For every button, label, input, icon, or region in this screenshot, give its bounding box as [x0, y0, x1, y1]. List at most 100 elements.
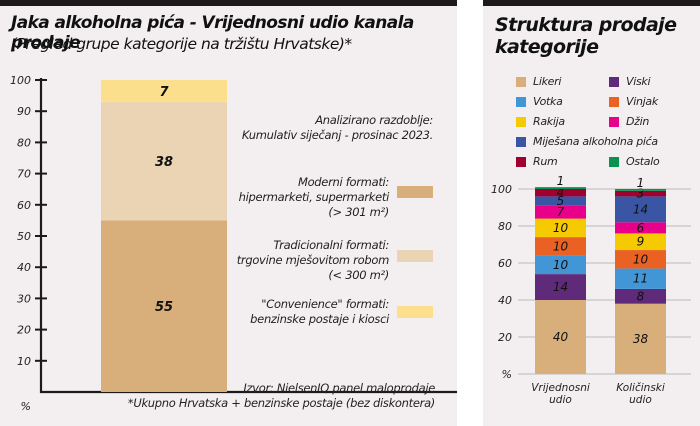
legend-swatch [609, 116, 619, 127]
bar-segment-label: 9 [637, 235, 645, 249]
legend-label: Miješana alkoholna pića [533, 135, 658, 148]
legend-swatch [516, 116, 526, 127]
bar-segment-label: 40 [553, 330, 569, 344]
bar-segment-label: 55 [155, 300, 173, 315]
bar-segment [615, 222, 666, 234]
legend-text: trgovine mješovitom robom [236, 253, 390, 267]
left-panel: Jaka alkoholna pića - Vrijednosni udio k… [0, 0, 457, 426]
bar-segment-label: 1 [637, 176, 645, 190]
bar-segment-label: 10 [553, 258, 569, 272]
legend-item: Votka [516, 95, 563, 108]
bar-segment [101, 220, 227, 392]
left-chart: 10 20 30 40 50 60 70 80 90 100% 55 38 7 [10, 74, 457, 413]
legend-swatch-traditional [397, 250, 433, 262]
legend-swatch [516, 156, 526, 167]
bar-segment-label: 11 [633, 272, 648, 286]
legend-label: Rum [533, 155, 558, 168]
y-tick-label: 100 [10, 74, 31, 87]
legend-swatch [516, 76, 526, 87]
bar-segment-label: 6 [637, 221, 645, 235]
bar-segment-label: 7 [159, 85, 169, 100]
y-tick-label: 70 [17, 168, 31, 181]
legend-text: Tradicionalni formati: [273, 238, 389, 252]
bar-segment-label: 8 [637, 289, 645, 303]
y-tick-label: 50 [17, 230, 31, 243]
legend-text: benzinske postaje i kiosci [250, 312, 389, 326]
legend-item-convenience: "Convenience" formati: benzinske postaje… [250, 297, 389, 327]
legend-item: Viski [609, 75, 651, 88]
category-label: Količinski [616, 382, 665, 394]
legend-item: Rum [516, 155, 558, 168]
source-line: Izvor: NielsenIQ panel maloprodaje [243, 381, 435, 395]
right-title: Struktura prodaje kategorije [495, 14, 677, 58]
bar-segment-label: 10 [553, 221, 569, 235]
bar-segment [615, 303, 666, 374]
chart-subtitle: (Pregled grupe kategorije na tržištu Hrv… [11, 35, 352, 53]
bar-segment [535, 255, 586, 275]
bar-segment [615, 288, 666, 304]
bar-segment [535, 196, 586, 206]
legend-label: Votka [533, 95, 563, 108]
legend-swatch [609, 156, 619, 167]
bar-segment-label: 5 [557, 194, 565, 208]
bar-segment [615, 268, 666, 289]
bar-segment-label: 4 [557, 186, 565, 200]
legend-swatch-convenience [397, 306, 433, 318]
legend-item: Vinjak [609, 95, 658, 108]
bar-segment [615, 196, 666, 223]
legend-text: "Convenience" formati: [261, 297, 389, 311]
bar-segment-label: 38 [633, 332, 649, 346]
y-tick-label: 20 [17, 324, 31, 337]
y-tick-label: 20 [498, 331, 512, 344]
legend-item: Miješana alkoholna pića [516, 135, 658, 148]
right-title-line: Struktura prodaje [495, 14, 677, 36]
bar-segment-label: 3 [637, 187, 645, 201]
y-unit-label: % [21, 400, 31, 413]
right-panel: Struktura prodaje kategorije Likeri Viski… [483, 0, 700, 426]
y-tick-label: 80 [498, 220, 512, 233]
bar-segment [615, 190, 666, 197]
bar-segment [535, 189, 586, 197]
legend-text: Moderni formati: [297, 175, 389, 189]
bar-segment [101, 80, 227, 102]
legend-item: Rakija [516, 115, 565, 128]
legend-label: Viski [626, 75, 651, 88]
bar-segment [615, 250, 666, 269]
y-tick-label: 30 [17, 292, 31, 305]
y-tick-label: 60 [17, 199, 31, 212]
top-bar [0, 0, 457, 6]
legend-item: Džin [609, 115, 649, 128]
bar-segment-label: 14 [553, 280, 568, 294]
legend-item-modern: Moderni formati: hipermarketi, supermark… [239, 175, 390, 220]
period-note: Analizirano razdoblje: Kumulativ siječan… [242, 113, 433, 143]
y-tick-label: 10 [17, 355, 31, 368]
category-label: udio [629, 394, 652, 406]
legend-swatch-modern [397, 186, 433, 198]
bar-segment [101, 101, 227, 221]
legend-label: Ostalo [626, 155, 660, 168]
category-label: Vrijednosni [531, 382, 590, 394]
y-tick-label: 100 [491, 183, 512, 196]
source-note: Izvor: NielsenIQ panel maloprodaje *Ukup… [128, 381, 435, 411]
bar-segment-label: 10 [633, 252, 649, 266]
source-line: *Ukupno Hrvatska + benzinske postaje (be… [127, 396, 435, 410]
period-line: Analizirano razdoblje: [315, 113, 433, 127]
bar-segment-label: 10 [553, 239, 569, 253]
bar-segment [615, 233, 666, 251]
bar-segment [535, 274, 586, 300]
right-title-line: kategorije [495, 36, 599, 58]
bar-segment [535, 300, 586, 374]
bar-segment-label: 14 [633, 202, 648, 216]
legend-item: Likeri [516, 75, 561, 88]
legend-label: Likeri [533, 75, 562, 88]
legend-label: Džin [626, 115, 650, 128]
bar-segment [535, 205, 586, 219]
y-tick-label: 90 [17, 105, 31, 118]
bar-segment [535, 237, 586, 256]
legend-swatch [609, 76, 619, 87]
legend-text: (> 301 m²) [328, 205, 389, 219]
legend-label: Rakija [533, 115, 565, 128]
chart-title: Jaka alkoholna pića - Vrijednosni udio k… [11, 13, 414, 53]
bar-segment [535, 218, 586, 238]
top-bar [483, 0, 700, 6]
